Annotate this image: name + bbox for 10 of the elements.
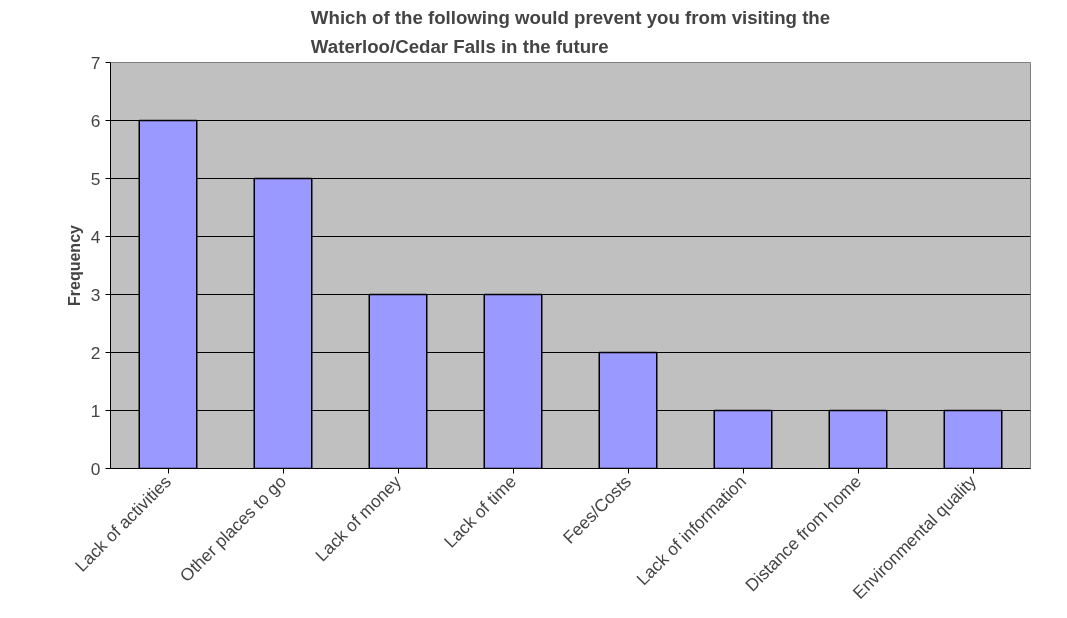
chart-title: Which of the following would prevent you from visiting the Waterloo/Cedar Falls in the future (310, 7, 831, 58)
y-tick-label: 5 (90, 168, 101, 189)
y-tick-label: 3 (90, 284, 101, 305)
y-tick-label: 4 (90, 226, 101, 247)
y-tick-label: 6 (90, 110, 101, 131)
y-tick-label: 1 (90, 400, 101, 421)
y-tick-label: 0 (90, 458, 101, 479)
y-tick-label: 2 (90, 342, 101, 363)
y-tick-label: 7 (90, 52, 101, 73)
y-axis-title: Frequency (65, 224, 83, 306)
